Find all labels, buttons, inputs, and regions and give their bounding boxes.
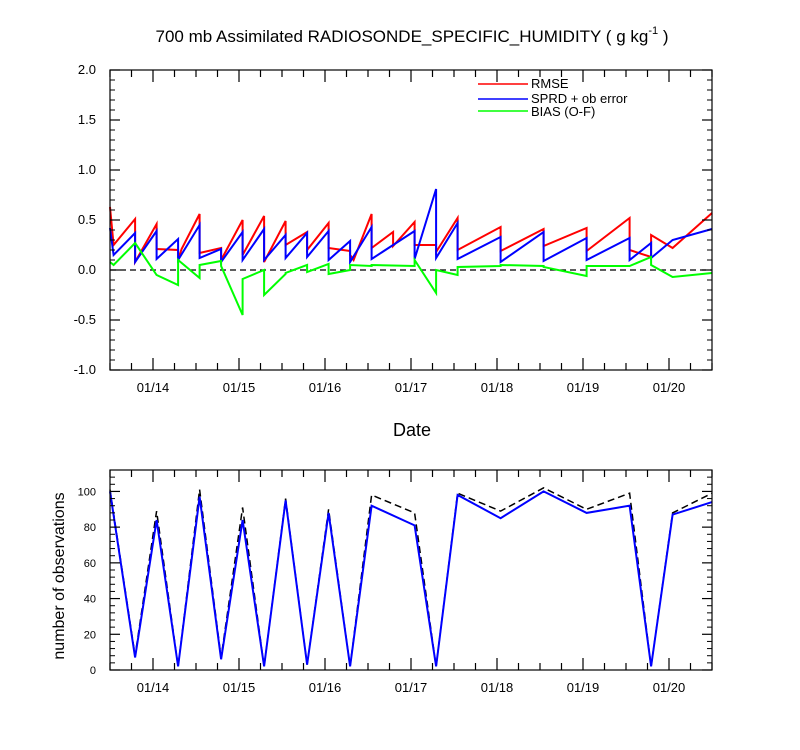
- y-tick-label: 20: [84, 629, 96, 641]
- chart-title: 700 mb Assimilated RADIOSONDE_SPECIFIC_H…: [156, 25, 669, 46]
- y-axis-label-observations: number of observations: [51, 492, 68, 659]
- x-tick-label: 01/18: [481, 380, 514, 395]
- x-tick-label: 01/15: [223, 380, 256, 395]
- top-axis-ticks: 01/14 01/15 01/16 01/17 01/18 01/19 01/20 -1.0 -…: [74, 62, 713, 395]
- chart-title-end: ): [658, 27, 668, 46]
- series-line-used-observations: [109, 490, 713, 667]
- chart-title-superscript: -1: [648, 25, 658, 37]
- bottom-axis-ticks: 01/14 01/15 01/16 01/17 01/18 01/19 01/20 0 20 40…: [78, 469, 713, 695]
- y-tick-label: 60: [84, 558, 96, 570]
- y-tick-label: 2.0: [78, 62, 96, 77]
- y-tick-label: 100: [78, 486, 96, 498]
- y-tick-label: 40: [84, 594, 96, 606]
- chart-title-text: 700 mb Assimilated RADIOSONDE_SPECIFIC_H…: [156, 27, 649, 46]
- legend-label-sprd: SPRD + ob error: [531, 91, 628, 106]
- x-tick-label: 01/17: [395, 680, 428, 695]
- x-tick-label: 01/20: [653, 680, 686, 695]
- x-tick-label: 01/14: [137, 380, 170, 395]
- y-tick-label: -1.0: [74, 362, 96, 377]
- y-tick-label: -0.5: [74, 312, 96, 327]
- top-plot-area: [109, 188, 713, 316]
- legend-label-rmse: RMSE: [531, 76, 569, 91]
- y-tick-label: 80: [84, 522, 96, 534]
- legend-label-bias: BIAS (O-F): [531, 104, 595, 119]
- x-tick-label: 01/16: [309, 680, 342, 695]
- x-tick-label: 01/14: [137, 680, 170, 695]
- x-tick-label: 01/17: [395, 380, 428, 395]
- x-axis-label: Date: [393, 420, 431, 440]
- series-line-sprd-ob-error: [109, 188, 713, 266]
- y-tick-label: 1.0: [78, 162, 96, 177]
- y-tick-label: 0.0: [78, 262, 96, 277]
- x-tick-label: 01/18: [481, 680, 514, 695]
- x-tick-label: 01/19: [567, 380, 600, 395]
- legend: RMSE SPRD + ob error BIAS (O-F): [478, 76, 628, 119]
- x-tick-label: 01/20: [653, 380, 686, 395]
- series-line-bias-o-f: [109, 241, 713, 316]
- bottom-plot-area: [109, 487, 713, 667]
- series-line-total-observations: [109, 487, 713, 667]
- y-tick-label: 1.5: [78, 112, 96, 127]
- x-tick-label: 01/19: [567, 680, 600, 695]
- y-tick-label: 0.5: [78, 212, 96, 227]
- x-tick-label: 01/15: [223, 680, 256, 695]
- y-tick-label: 0: [90, 665, 96, 677]
- x-tick-label: 01/16: [309, 380, 342, 395]
